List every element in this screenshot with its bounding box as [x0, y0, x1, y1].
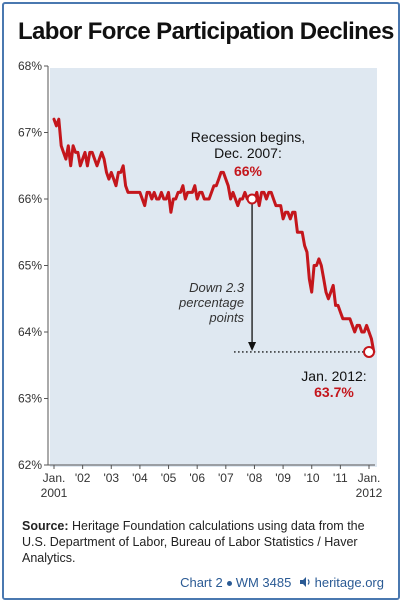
x-tick-label: '10 [304, 471, 320, 485]
y-tick-label: 63% [18, 392, 42, 406]
recession-date: Dec. 2007: [214, 145, 282, 161]
end-date: Jan. 2012: [301, 368, 366, 384]
y-tick-label: 65% [18, 259, 42, 273]
series-line [52, 117, 376, 354]
y-tick-label: 67% [18, 126, 42, 140]
y-tick-label: 62% [18, 458, 42, 472]
source-label: Source: [22, 519, 69, 533]
x-tick-label: '03 [103, 471, 119, 485]
y-tick-label: 64% [18, 325, 42, 339]
site-link[interactable]: heritage.org [314, 574, 384, 590]
end-point-marker [363, 345, 375, 358]
x-tick-label: Jan. 2012 [356, 471, 383, 500]
decline-arrowhead-icon [248, 341, 257, 351]
chart-title: Labor Force Participation Declines [18, 18, 394, 45]
speaker-icon [299, 576, 311, 591]
recession-point-marker [246, 193, 258, 205]
recession-label: Recession begins, [191, 129, 305, 145]
decline-label: percentage [178, 295, 244, 310]
decline-label: Down 2.3 [189, 280, 245, 295]
separator-dot-icon [226, 581, 232, 586]
decline-label: points [208, 310, 244, 325]
end-value: 63.7% [314, 384, 354, 400]
x-tick-label: Jan. 2001 [41, 471, 68, 500]
recession-value: 66% [234, 163, 263, 179]
x-tick-label: '08 [247, 471, 263, 485]
y-axis: 62% 63% 64% 65% 66% 67% 68% [18, 59, 49, 472]
x-tick-label: '02 [75, 471, 91, 485]
chart-number: Chart 2 [180, 574, 223, 590]
x-tick-label: '04 [132, 471, 148, 485]
line-chart: 62% 63% 64% 65% 66% 67% 68% Jan. 2001 '02 '03 '04 '… [18, 59, 383, 500]
footer: Chart 2 WM 3485 heritage.org [4, 570, 398, 598]
x-tick-label: '11 [333, 471, 348, 485]
x-tick-label: '07 [218, 471, 234, 485]
annotations: Recession begins,Dec. 2007: 66% Down 2.3pe… [178, 129, 375, 400]
y-tick-label: 66% [18, 192, 42, 206]
x-tick-label: '05 [161, 471, 177, 485]
y-tick-label: 68% [18, 59, 42, 73]
x-axis: Jan. 2001 '02 '03 '04 '05 '06 '07 '08 '09 '10 '11 Ja… [41, 464, 383, 500]
source-note: Source: Heritage Foundation calculations… [22, 518, 388, 566]
source-text: Heritage Foundation calculations using d… [22, 519, 365, 565]
wm-number: WM 3485 [235, 574, 292, 590]
x-tick-label: '06 [189, 471, 205, 485]
x-tick-label: '09 [275, 471, 291, 485]
series-participation-rate [52, 117, 376, 354]
